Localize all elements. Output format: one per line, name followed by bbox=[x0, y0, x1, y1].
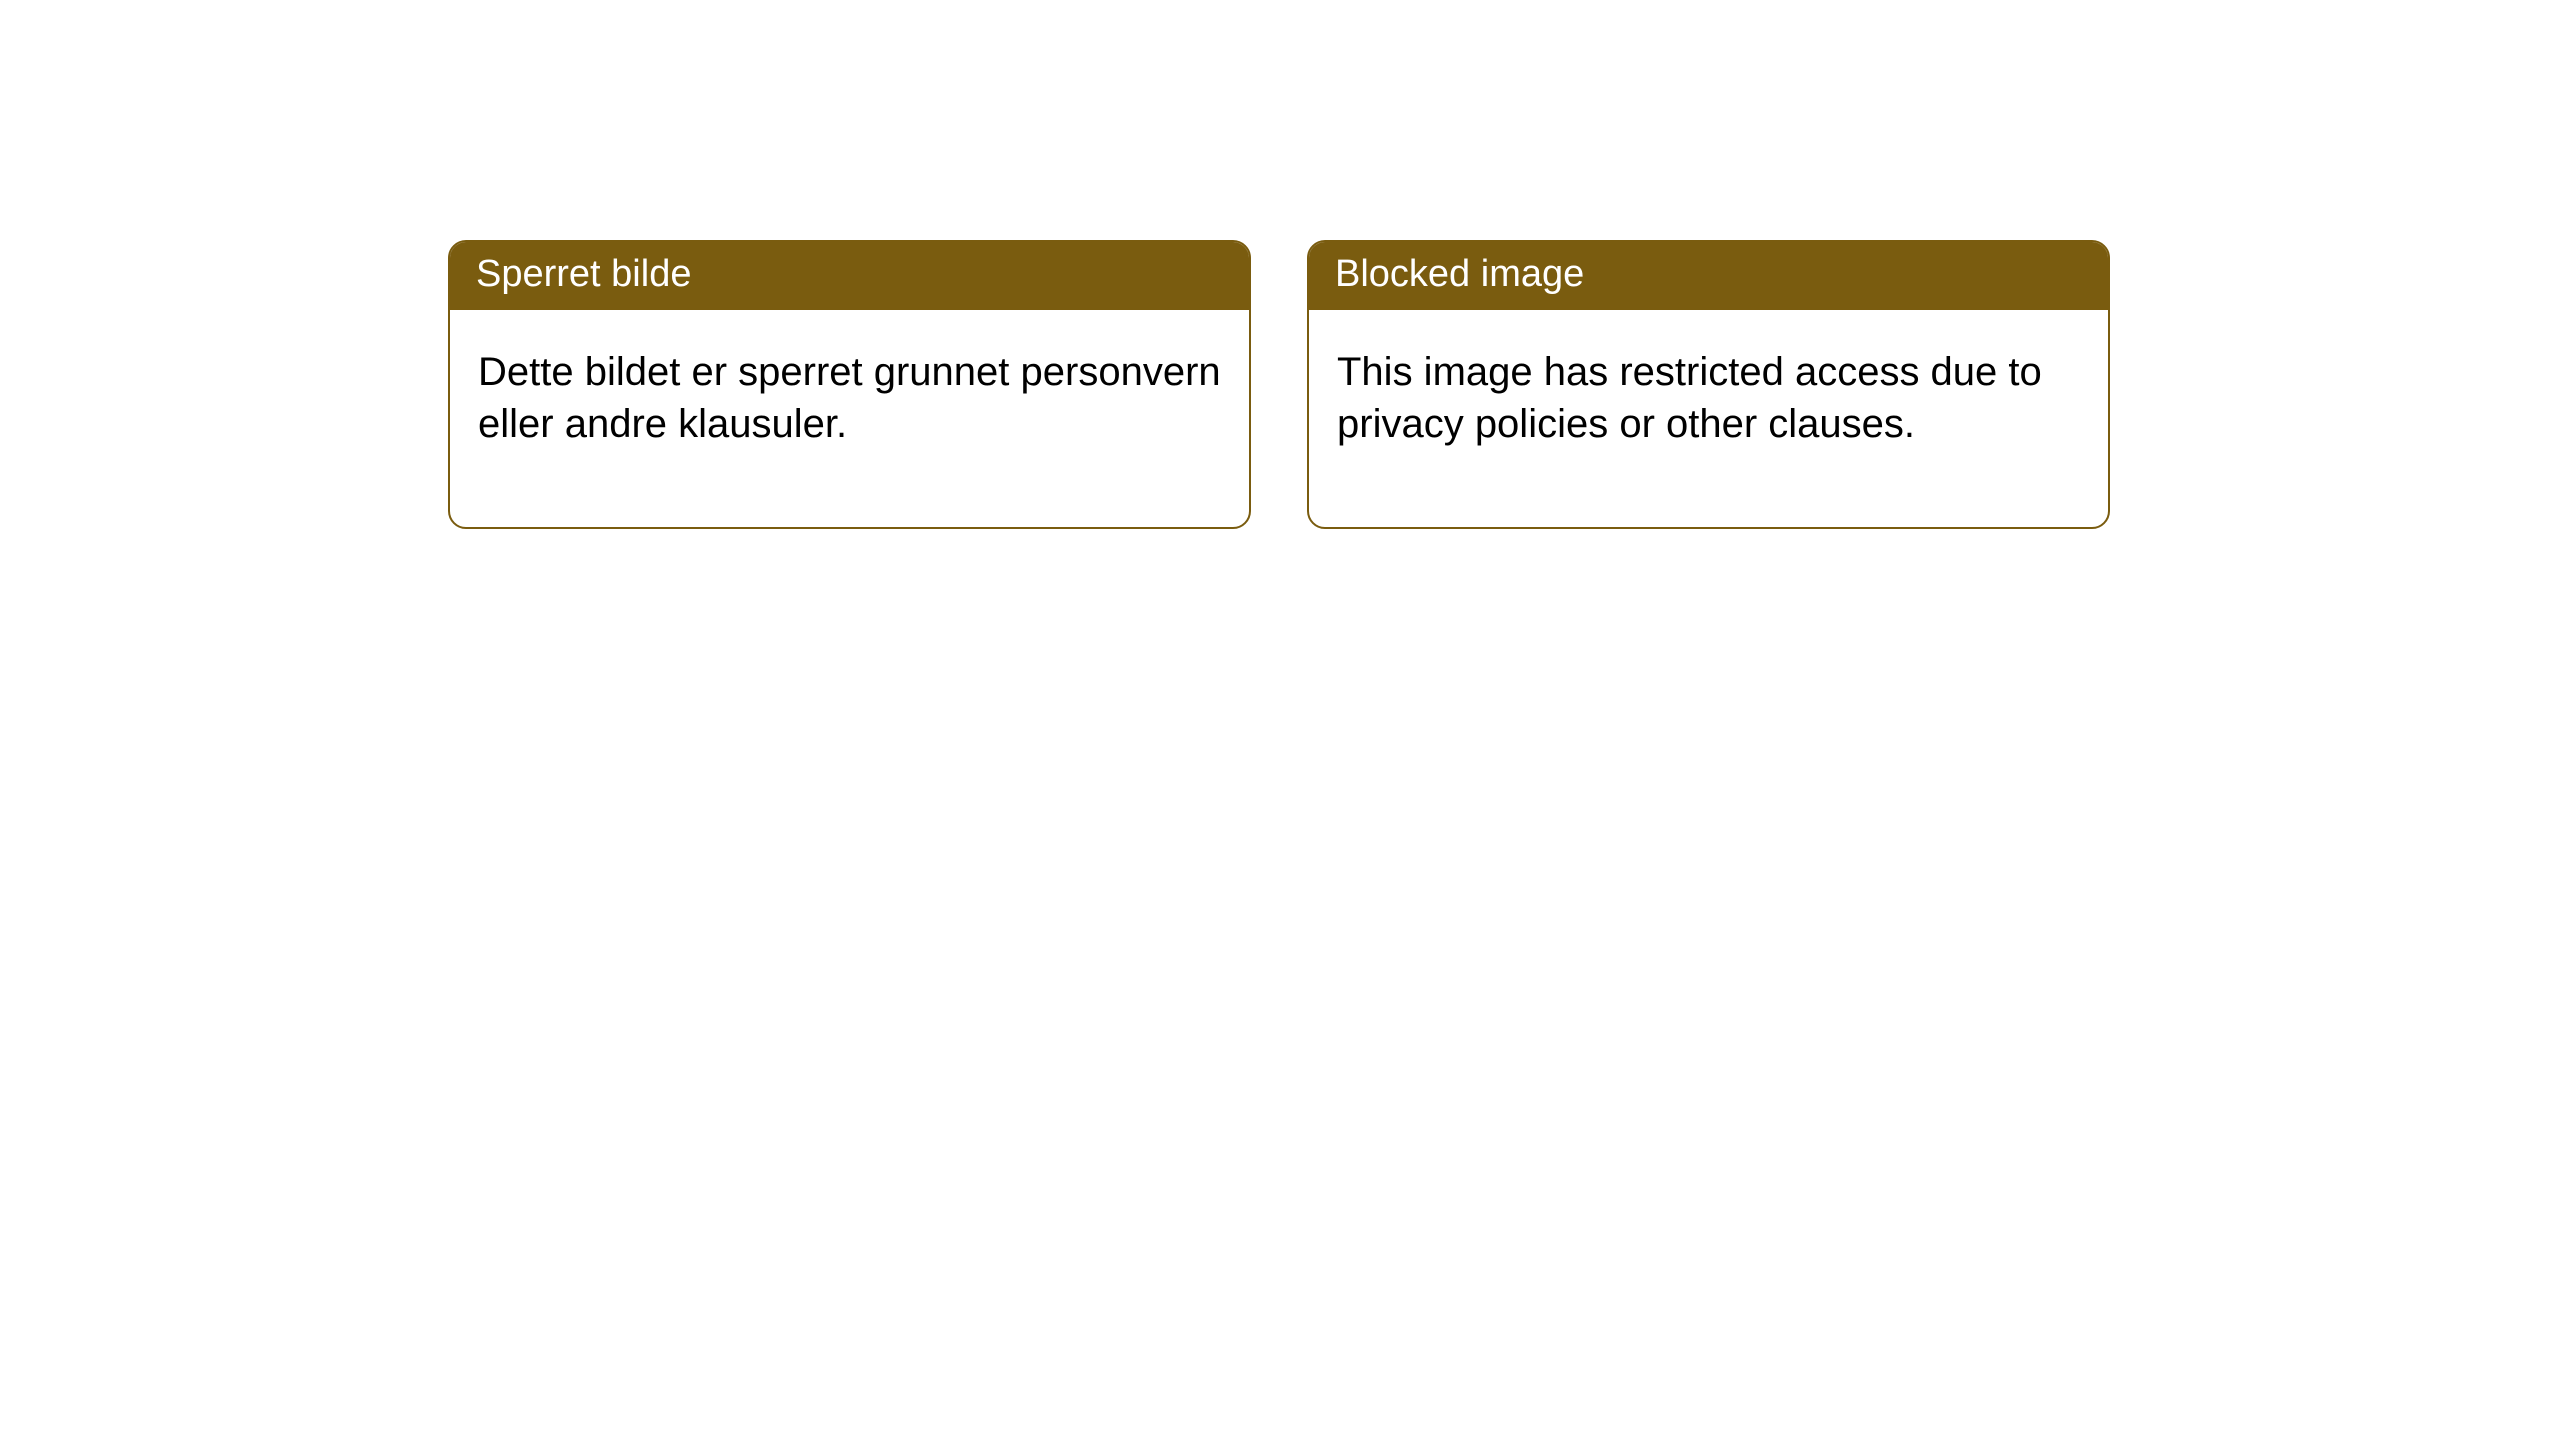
notice-body-english: This image has restricted access due to … bbox=[1309, 310, 2108, 528]
notice-body-norwegian: Dette bildet er sperret grunnet personve… bbox=[450, 310, 1249, 528]
notice-header-norwegian: Sperret bilde bbox=[450, 242, 1249, 310]
notice-header-english: Blocked image bbox=[1309, 242, 2108, 310]
notice-card-norwegian: Sperret bilde Dette bildet er sperret gr… bbox=[448, 240, 1251, 529]
notice-container: Sperret bilde Dette bildet er sperret gr… bbox=[0, 0, 2560, 529]
notice-card-english: Blocked image This image has restricted … bbox=[1307, 240, 2110, 529]
